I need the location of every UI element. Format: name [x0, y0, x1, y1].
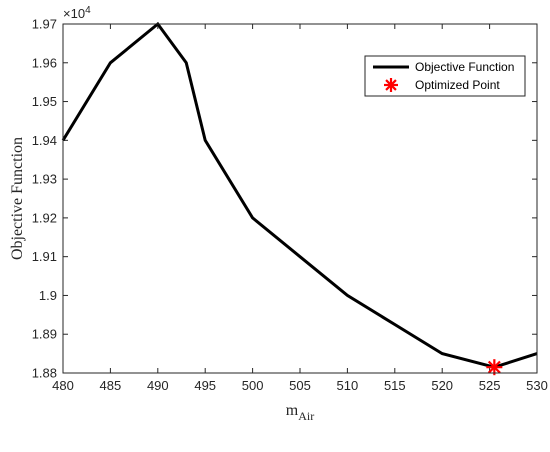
y-tick-label: 1.88	[32, 366, 57, 381]
x-tick-label: 485	[100, 378, 122, 393]
objective-function-line	[61, 21, 538, 369]
legend-label-optimized-point: Optimized Point	[415, 78, 500, 92]
y-tick-label: 1.9	[39, 288, 57, 303]
x-tick-label: 525	[479, 378, 501, 393]
legend-label-objective-function: Objective Function	[415, 60, 514, 74]
x-tick-label: 490	[147, 378, 169, 393]
x-ticks: 480 485 490 495 500 505 510 515 520 525 530	[52, 24, 548, 393]
x-tick-label: 515	[384, 378, 406, 393]
y-tick-label: 1.97	[32, 17, 57, 32]
y-exponent-label: ×104	[63, 5, 91, 21]
y-tick-label: 1.91	[32, 249, 57, 264]
x-tick-label: 530	[526, 378, 548, 393]
y-tick-label: 1.94	[32, 133, 57, 148]
y-tick-label: 1.89	[32, 327, 57, 342]
x-tick-label: 510	[337, 378, 359, 393]
y-ticks: 1.88 1.89 1.9 1.91 1.92 1.93 1.94 1.95 1.96 1.97	[32, 17, 537, 381]
x-tick-label: 520	[431, 378, 453, 393]
x-axis-title: mAir	[286, 402, 314, 423]
x-tick-label: 480	[52, 378, 74, 393]
legend-marker-swatch	[384, 78, 398, 92]
x-tick-label: 505	[289, 378, 311, 393]
asterisk-stroke	[385, 79, 397, 91]
axes-box	[62, 23, 538, 374]
asterisk-stroke	[487, 360, 501, 374]
x-tick-label: 500	[242, 378, 264, 393]
y-tick-label: 1.95	[32, 94, 57, 109]
y-tick-label: 1.92	[32, 210, 57, 225]
y-tick-label: 1.93	[32, 172, 57, 187]
x-tick-label: 495	[194, 378, 216, 393]
y-axis-title: Objective Function	[9, 137, 26, 260]
y-tick-label: 1.96	[32, 55, 57, 70]
legend: Objective Function Optimized Point	[364, 55, 526, 97]
